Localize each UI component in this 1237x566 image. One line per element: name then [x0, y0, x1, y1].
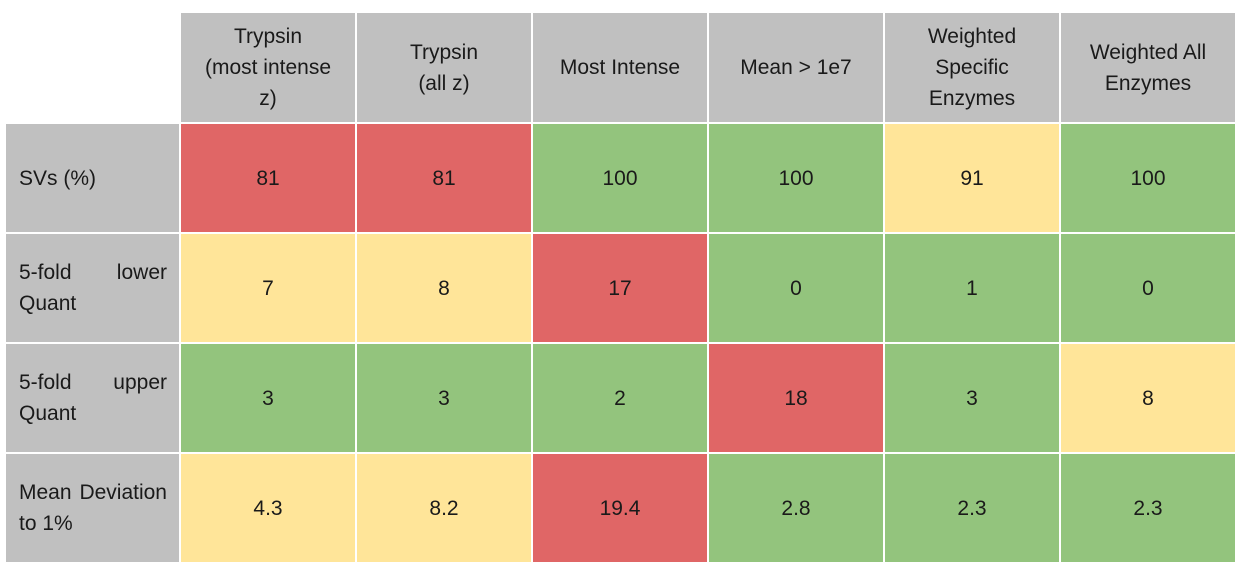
row-label: SVs (%) — [19, 166, 97, 190]
column-header-most-intense: Most Intense — [533, 13, 707, 122]
row-label: Mean Deviation to 1% — [19, 481, 167, 535]
table-cell: 81 — [181, 124, 355, 232]
table-cell: 4.3 — [181, 454, 355, 562]
table-cell: 91 — [885, 124, 1059, 232]
column-header-weighted-all-enzymes: Weighted All Enzymes — [1061, 13, 1235, 122]
table-cell: 2.8 — [709, 454, 883, 562]
row-label: 5-fold upper Quant — [19, 371, 167, 425]
table-cell: 17 — [533, 234, 707, 342]
table-cell: 100 — [1061, 124, 1235, 232]
row-header-5-fold-upper-quant: 5-fold upper Quant — [6, 344, 179, 452]
table-cell: 8 — [357, 234, 531, 342]
table-cell: 3 — [357, 344, 531, 452]
table-cell: 18 — [709, 344, 883, 452]
table-cell: 100 — [709, 124, 883, 232]
row-header-5-fold-lower-quant: 5-fold lower Quant — [6, 234, 179, 342]
table-cell: 100 — [533, 124, 707, 232]
table-cell: 3 — [181, 344, 355, 452]
table-cell: 2 — [533, 344, 707, 452]
table-corner — [6, 13, 179, 122]
table-cell: 1 — [885, 234, 1059, 342]
table-cell: 7 — [181, 234, 355, 342]
table-cell: 0 — [709, 234, 883, 342]
table-cell: 2.3 — [1061, 454, 1235, 562]
column-header-weighted-specific-enzymes: Weighted Specific Enzymes — [885, 13, 1059, 122]
table-cell: 81 — [357, 124, 531, 232]
table-cell: 3 — [885, 344, 1059, 452]
row-header-mean-deviation: Mean Deviation to 1% — [6, 454, 179, 562]
table-cell: 8 — [1061, 344, 1235, 452]
table-cell: 2.3 — [885, 454, 1059, 562]
comparison-table: Trypsin (most intense z) Trypsin (all z)… — [6, 13, 1235, 562]
row-header-svs: SVs (%) — [6, 124, 179, 232]
table-cell: 8.2 — [357, 454, 531, 562]
column-header-trypsin-most-intense-z: Trypsin (most intense z) — [181, 13, 355, 122]
column-header-mean-1e7: Mean > 1e7 — [709, 13, 883, 122]
table-cell: 0 — [1061, 234, 1235, 342]
row-label: 5-fold lower Quant — [19, 261, 167, 315]
column-header-trypsin-all-z: Trypsin (all z) — [357, 13, 531, 122]
table-cell: 19.4 — [533, 454, 707, 562]
